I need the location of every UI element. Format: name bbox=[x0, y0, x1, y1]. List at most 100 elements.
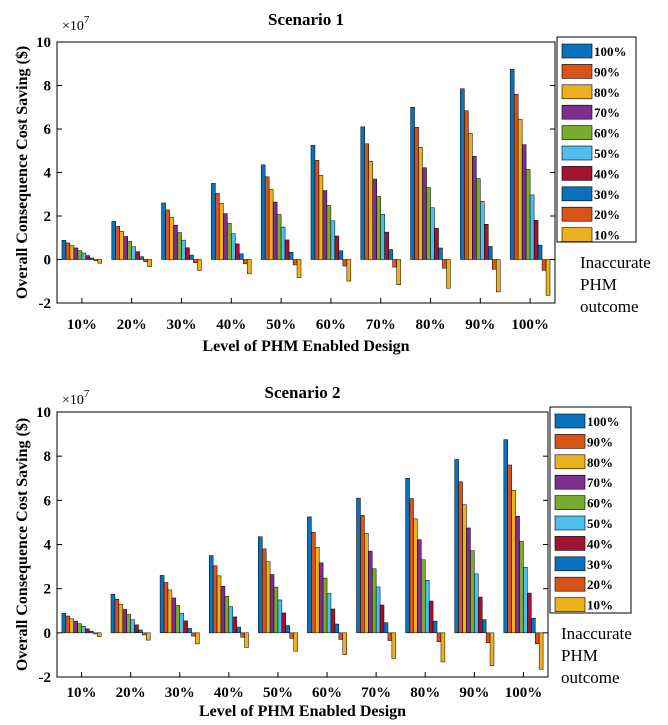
bar bbox=[442, 259, 447, 269]
y-tick-label: -2 bbox=[39, 296, 52, 312]
bar bbox=[338, 250, 344, 260]
bar bbox=[93, 632, 98, 635]
bar bbox=[85, 255, 91, 260]
bar bbox=[310, 145, 316, 260]
x-tick-label: 70% bbox=[361, 685, 391, 701]
bar bbox=[488, 246, 493, 260]
legend-swatch bbox=[554, 495, 586, 510]
y-axis-label: Overall Consequence Cost Saving ($) bbox=[14, 418, 31, 671]
bar bbox=[232, 616, 237, 634]
bar bbox=[260, 164, 266, 260]
bar bbox=[292, 259, 298, 266]
legend-swatch bbox=[554, 474, 586, 490]
bar bbox=[240, 632, 245, 638]
y-exponent: ×107 bbox=[62, 388, 90, 408]
x-tick-label: 100% bbox=[505, 685, 543, 701]
bar bbox=[368, 550, 373, 634]
y-tick-label: 6 bbox=[44, 493, 52, 509]
bar bbox=[426, 187, 431, 260]
bar bbox=[384, 231, 389, 260]
bar bbox=[318, 562, 324, 634]
bar bbox=[264, 176, 270, 260]
bar bbox=[183, 620, 188, 634]
bar bbox=[360, 515, 365, 634]
bar bbox=[472, 155, 477, 260]
x-tick-label: 10% bbox=[67, 317, 97, 333]
plot-frame bbox=[56, 41, 556, 304]
y-tick-label: 6 bbox=[44, 122, 52, 138]
bar bbox=[193, 259, 198, 264]
bar bbox=[142, 632, 147, 636]
bar bbox=[513, 93, 519, 260]
legend-swatch bbox=[561, 64, 593, 79]
bar bbox=[480, 201, 485, 260]
bar bbox=[293, 632, 298, 652]
bar bbox=[485, 632, 491, 644]
bar bbox=[139, 256, 144, 260]
bar bbox=[507, 464, 512, 634]
legend-swatch bbox=[561, 125, 593, 140]
legend-swatch bbox=[561, 186, 593, 202]
bar bbox=[460, 88, 465, 260]
bar bbox=[523, 566, 528, 634]
y-tick-label: 2 bbox=[44, 582, 52, 598]
side-note-line: PHM bbox=[580, 275, 617, 294]
bar bbox=[69, 245, 75, 260]
x-tick-label: 60% bbox=[312, 685, 342, 701]
side-note-line: outcome bbox=[580, 297, 639, 316]
bar bbox=[529, 194, 535, 260]
bar bbox=[215, 193, 220, 260]
bar bbox=[228, 606, 234, 634]
bar bbox=[147, 259, 152, 267]
bar bbox=[364, 143, 369, 260]
legend-label: 40% bbox=[587, 536, 613, 551]
legend-label: 10% bbox=[594, 228, 620, 243]
bar bbox=[197, 259, 202, 271]
bar bbox=[466, 527, 471, 634]
bar bbox=[93, 259, 99, 261]
bar bbox=[138, 629, 143, 634]
bar bbox=[396, 259, 401, 285]
bar bbox=[534, 632, 540, 645]
legend-swatch bbox=[554, 556, 586, 572]
bar bbox=[119, 231, 124, 260]
bar bbox=[227, 223, 232, 260]
legend-swatch bbox=[561, 206, 593, 222]
x-tick-label: 80% bbox=[410, 685, 440, 701]
bar bbox=[330, 608, 336, 634]
bar bbox=[243, 259, 248, 265]
legend-label: 70% bbox=[594, 105, 620, 120]
bar bbox=[307, 516, 312, 634]
x-tick-label: 60% bbox=[316, 317, 346, 333]
bar bbox=[187, 628, 192, 634]
bar bbox=[231, 233, 236, 260]
y-tick-label: 4 bbox=[44, 538, 52, 554]
bar bbox=[326, 205, 332, 260]
bar bbox=[73, 247, 79, 260]
y-axis-label: Overall Consequence Cost Saving ($) bbox=[14, 46, 31, 299]
bar bbox=[208, 555, 214, 634]
legend-label: 20% bbox=[594, 207, 620, 222]
y-tick-label: 0 bbox=[44, 626, 52, 642]
bar bbox=[537, 244, 543, 260]
bar bbox=[330, 220, 336, 260]
bar bbox=[65, 242, 71, 260]
bar bbox=[503, 439, 508, 634]
y-tick-label: 0 bbox=[44, 253, 52, 269]
bar bbox=[77, 250, 83, 260]
bar bbox=[492, 259, 497, 270]
bar bbox=[219, 203, 224, 260]
bar bbox=[223, 213, 228, 260]
bar bbox=[115, 226, 120, 260]
bar bbox=[61, 613, 67, 634]
bar bbox=[224, 595, 230, 634]
plot-frame bbox=[56, 411, 549, 678]
x-tick-label: 10% bbox=[67, 685, 97, 701]
bar bbox=[342, 632, 347, 655]
bar bbox=[189, 254, 194, 260]
legend-label: 60% bbox=[587, 496, 613, 511]
bar bbox=[405, 478, 410, 634]
chart-title: Scenario 2 bbox=[264, 383, 340, 402]
